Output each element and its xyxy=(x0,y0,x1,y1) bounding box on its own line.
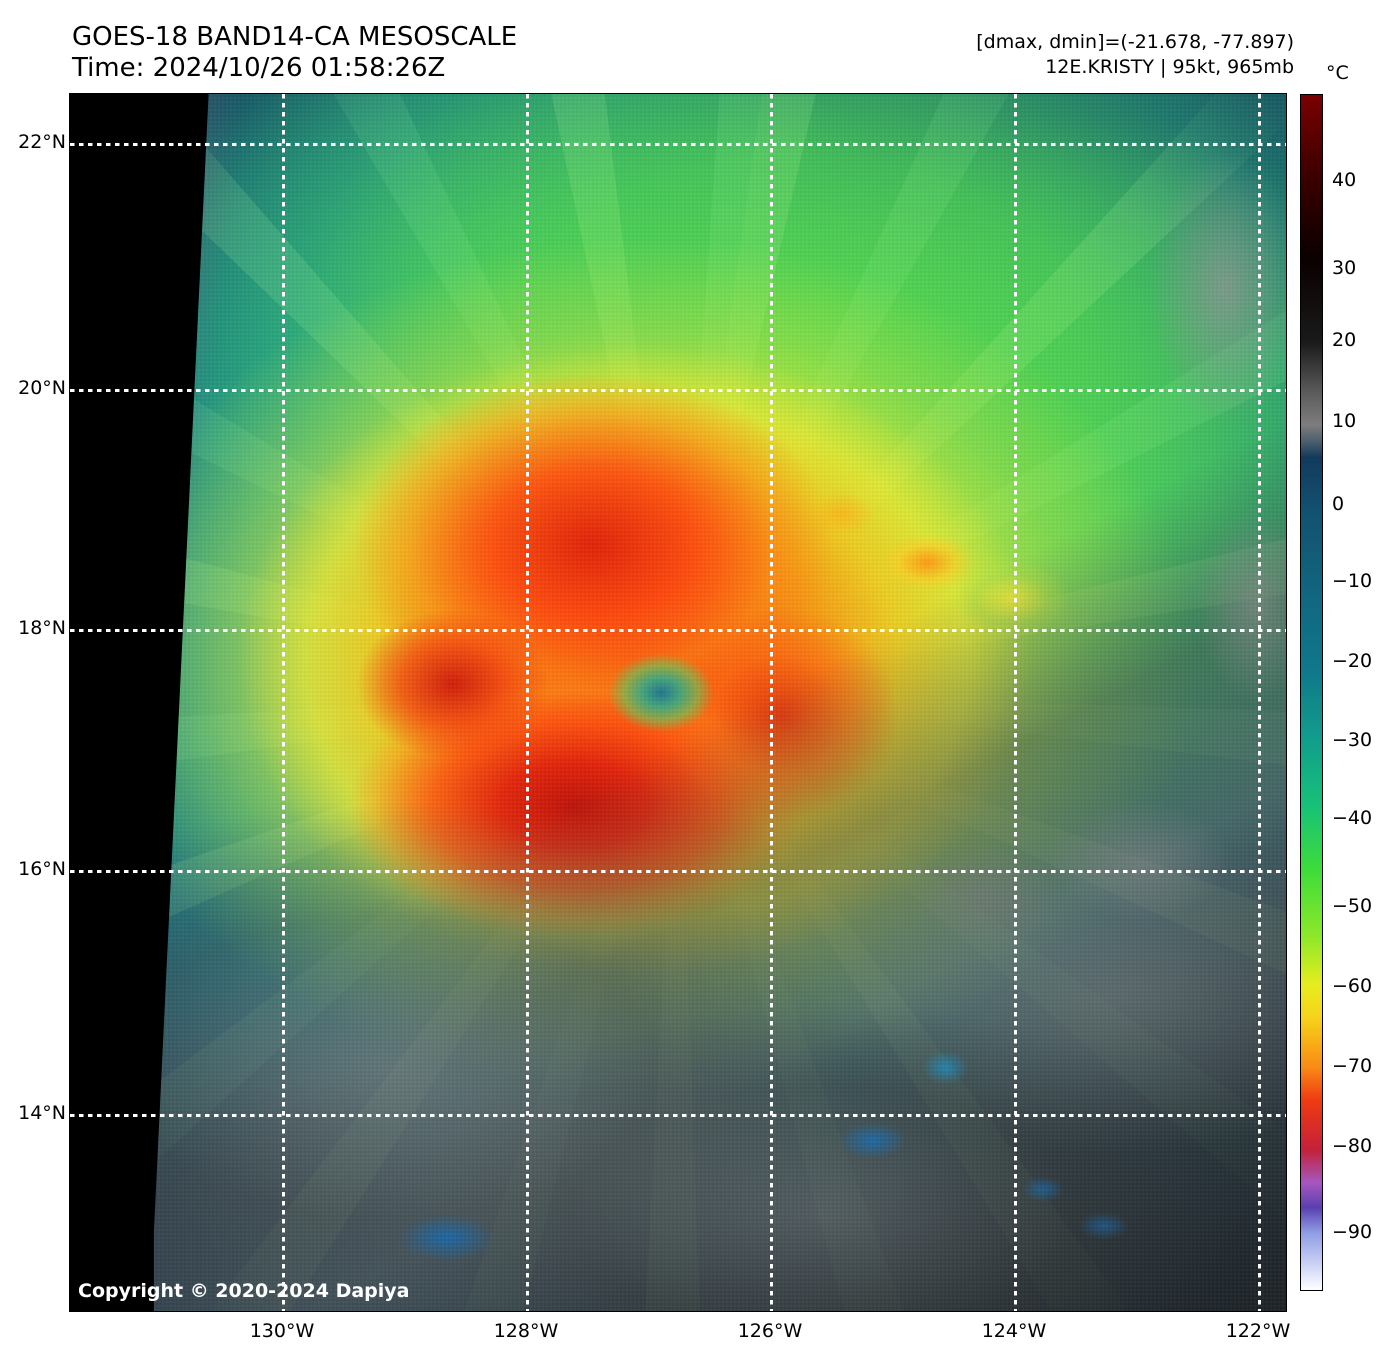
isolated-blue-cells-layer xyxy=(153,94,1286,1311)
lon-tick-label: 122°W xyxy=(1225,1320,1291,1342)
lon-tick-label: 126°W xyxy=(737,1320,803,1342)
colorbar-gradient xyxy=(1301,95,1322,1290)
storm-info-label: 12E.KRISTY | 95kt, 965mb xyxy=(1045,56,1294,78)
lat-tick-label: 14°N xyxy=(18,1102,66,1124)
dmax-dmin-label: [dmax, dmin]=(-21.678, -77.897) xyxy=(976,31,1294,53)
pixel-texture-layer xyxy=(153,94,1286,1311)
satellite-swath xyxy=(153,94,1286,1311)
colorbar-tick-label: −10 xyxy=(1332,570,1373,592)
lat-tick-label: 16°N xyxy=(18,858,66,880)
colorbar-tick-label: −70 xyxy=(1332,1055,1373,1077)
colorbar-unit-label: °C xyxy=(1326,62,1349,84)
copyright-label: Copyright © 2020-2024 Dapiya xyxy=(78,1280,410,1302)
page-title: GOES-18 BAND14-CA MESOSCALE xyxy=(72,22,518,52)
lon-tick-label: 124°W xyxy=(981,1320,1047,1342)
colorbar-tick-label: 40 xyxy=(1332,169,1357,191)
colorbar-tick-label: −90 xyxy=(1332,1221,1373,1243)
colorbar-tick-label: −30 xyxy=(1332,729,1373,751)
title-block: GOES-18 BAND14-CA MESOSCALE Time: 2024/1… xyxy=(72,22,517,84)
satellite-image-plot xyxy=(70,94,1286,1311)
colorbar-tick-label: 20 xyxy=(1332,329,1357,351)
lon-tick-label: 130°W xyxy=(249,1320,315,1342)
colorbar-tick-label: −50 xyxy=(1332,895,1373,917)
colorbar-tick-label: −20 xyxy=(1332,650,1373,672)
colorbar-tick-label: −80 xyxy=(1332,1135,1373,1157)
lat-tick-label: 22°N xyxy=(18,131,66,153)
colorbar-tick-label: 10 xyxy=(1332,410,1357,432)
timestamp-label: Time: 2024/10/26 01:58:26Z xyxy=(72,53,446,83)
colorbar xyxy=(1300,94,1323,1291)
lat-tick-label: 18°N xyxy=(18,617,66,639)
lon-tick-label: 128°W xyxy=(493,1320,559,1342)
colorbar-tick-label: −40 xyxy=(1332,807,1373,829)
lat-tick-label: 20°N xyxy=(18,377,66,399)
colorbar-tick-label: 30 xyxy=(1332,257,1357,279)
colorbar-tick-label: 0 xyxy=(1332,493,1345,515)
metadata-block: [dmax, dmin]=(-21.678, -77.897) 12E.KRIS… xyxy=(976,30,1294,80)
colorbar-tick-label: −60 xyxy=(1332,975,1373,997)
